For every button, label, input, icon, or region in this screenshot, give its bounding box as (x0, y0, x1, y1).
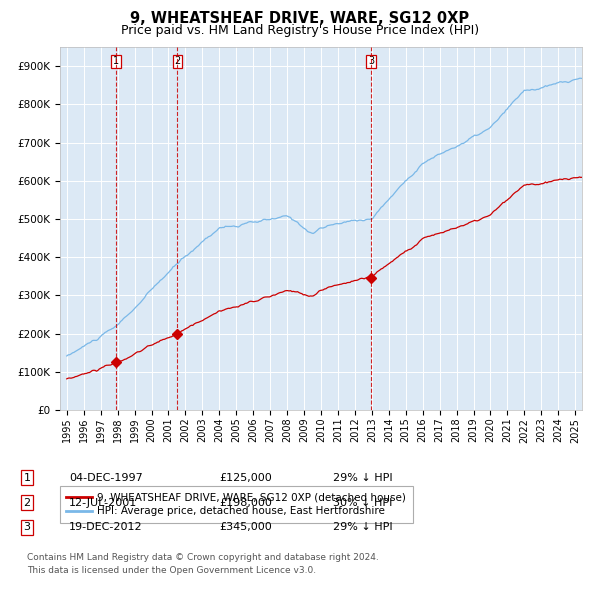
Text: This data is licensed under the Open Government Licence v3.0.: This data is licensed under the Open Gov… (27, 566, 316, 575)
Text: 04-DEC-1997: 04-DEC-1997 (69, 473, 143, 483)
Text: £345,000: £345,000 (219, 523, 272, 532)
Text: 3: 3 (23, 523, 31, 532)
Text: 29% ↓ HPI: 29% ↓ HPI (333, 523, 392, 532)
Text: 9, WHEATSHEAF DRIVE, WARE, SG12 0XP: 9, WHEATSHEAF DRIVE, WARE, SG12 0XP (130, 11, 470, 25)
Text: 2: 2 (23, 498, 31, 507)
Text: 19-DEC-2012: 19-DEC-2012 (69, 523, 143, 532)
Text: 3: 3 (368, 56, 374, 66)
Text: Price paid vs. HM Land Registry's House Price Index (HPI): Price paid vs. HM Land Registry's House … (121, 24, 479, 37)
Text: Contains HM Land Registry data © Crown copyright and database right 2024.: Contains HM Land Registry data © Crown c… (27, 553, 379, 562)
Text: 1: 1 (23, 473, 31, 483)
Text: £198,000: £198,000 (219, 498, 272, 507)
Text: £125,000: £125,000 (219, 473, 272, 483)
Text: 2: 2 (175, 56, 181, 66)
Text: 1: 1 (113, 56, 119, 66)
Text: 12-JUL-2001: 12-JUL-2001 (69, 498, 137, 507)
Text: 29% ↓ HPI: 29% ↓ HPI (333, 473, 392, 483)
Legend: 9, WHEATSHEAF DRIVE, WARE, SG12 0XP (detached house), HPI: Average price, detach: 9, WHEATSHEAF DRIVE, WARE, SG12 0XP (det… (60, 486, 413, 523)
Text: 30% ↓ HPI: 30% ↓ HPI (333, 498, 392, 507)
